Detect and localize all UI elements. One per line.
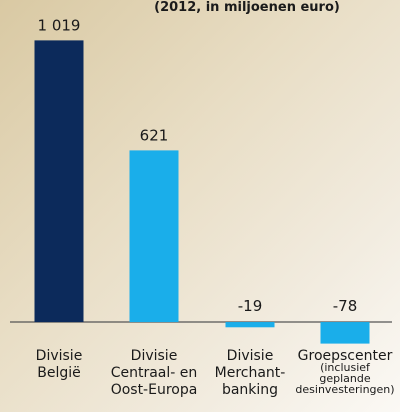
value-label: 1 019 — [38, 16, 81, 34]
x-tick-label: Divisie Merchant-banking — [215, 348, 286, 398]
bar — [320, 322, 370, 344]
x-tick-label: Divisie Centraal- en Oost-Europa — [111, 348, 198, 398]
value-label: -19 — [238, 297, 263, 315]
bar — [129, 150, 179, 323]
bar — [34, 40, 84, 323]
bar — [225, 322, 275, 328]
chart-subtitle: (2012, in miljoenen euro) — [154, 0, 340, 15]
x-tick-label: Divisie België — [36, 348, 83, 381]
value-label: -78 — [333, 297, 358, 315]
x-tick-label: Groepscenter (inclusief geplande desinveste… — [295, 348, 394, 396]
value-label: 621 — [140, 126, 169, 144]
